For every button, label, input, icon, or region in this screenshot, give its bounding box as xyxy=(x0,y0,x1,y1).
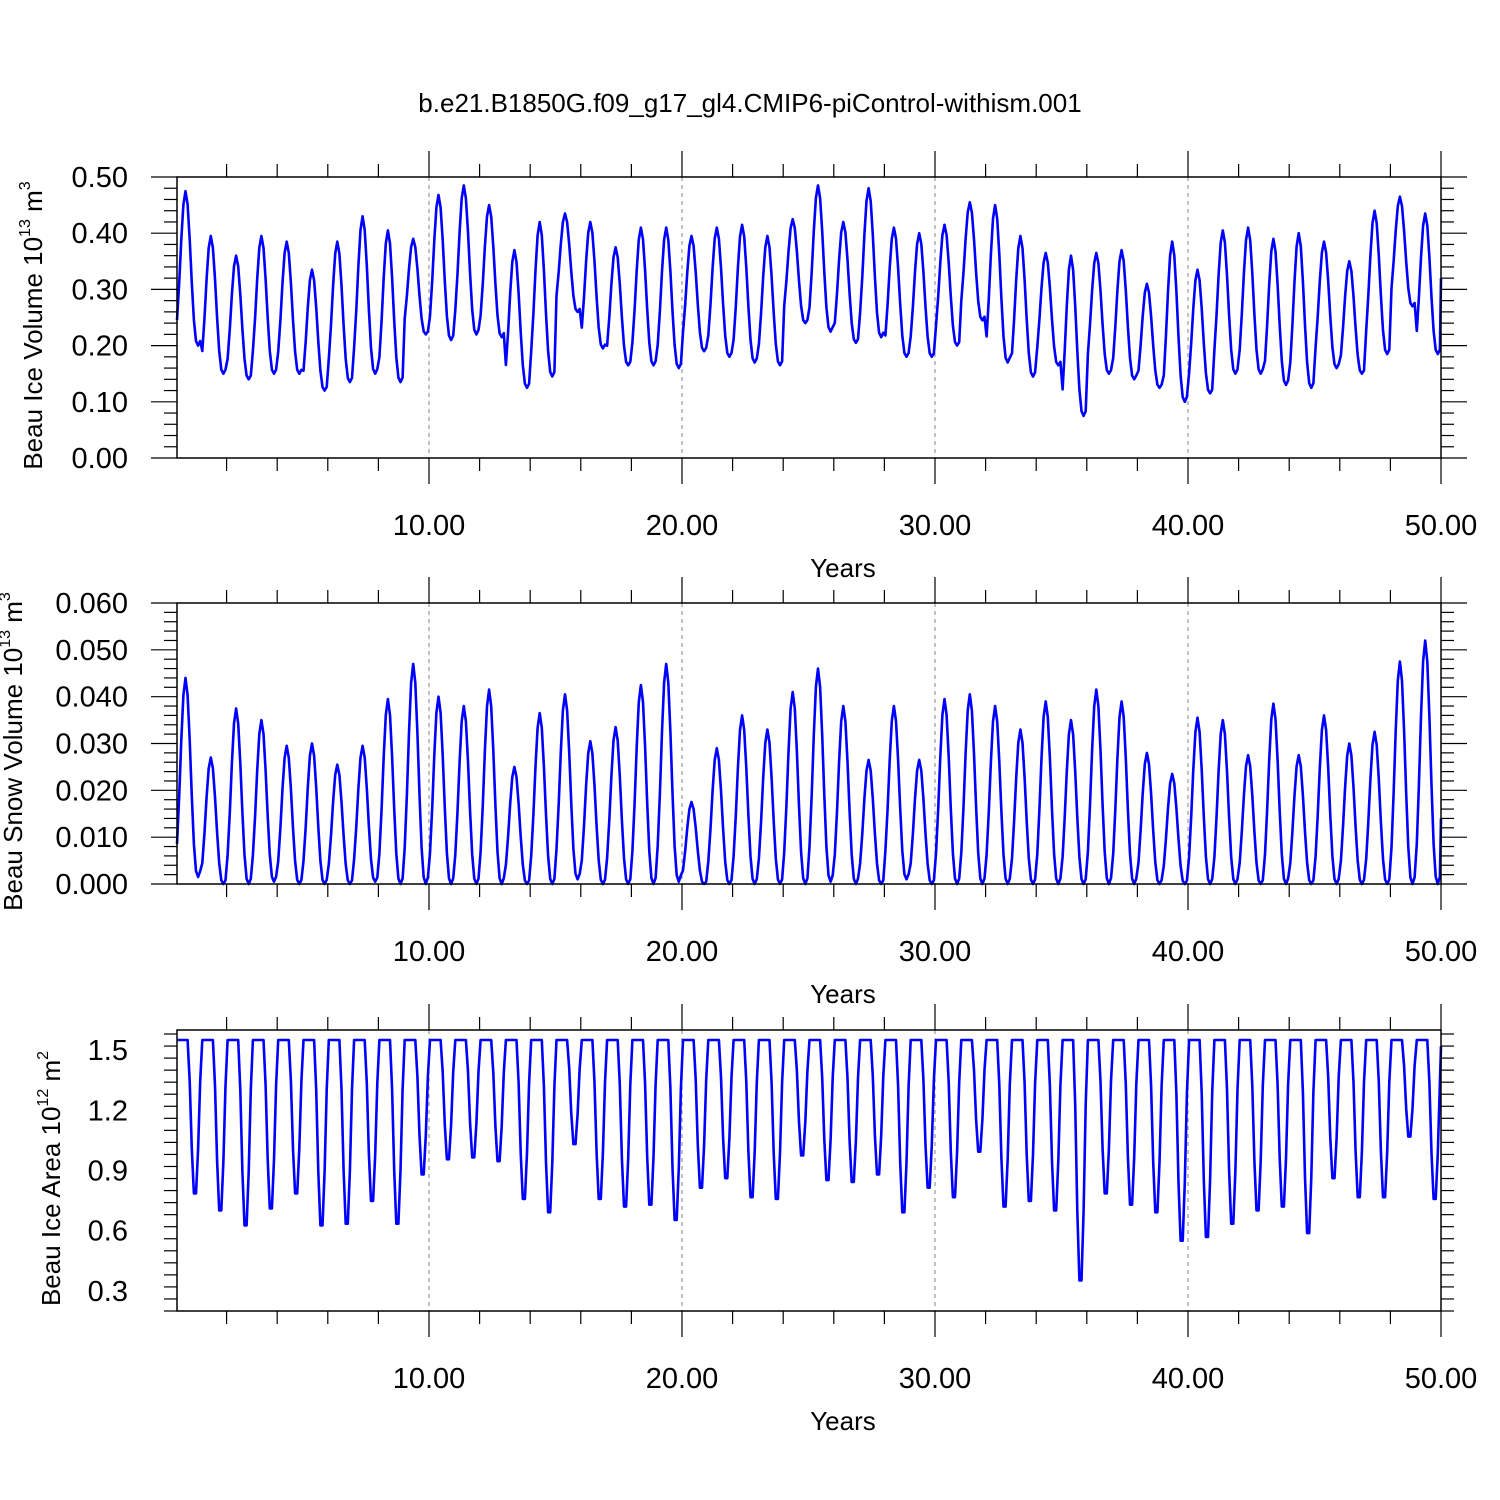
y-tick-label: 0.9 xyxy=(88,1156,128,1188)
x-tick-label: 10.00 xyxy=(393,1363,466,1395)
x-tick-label: 40.00 xyxy=(1152,510,1225,542)
x-tick-label: 50.00 xyxy=(1405,510,1478,542)
series-line xyxy=(177,1038,1443,1282)
y-tick-label: 0.50 xyxy=(72,162,128,194)
y-tick-label: 0.040 xyxy=(55,682,128,714)
x-tick-label: 20.00 xyxy=(646,510,719,542)
plot-frame xyxy=(176,1029,1442,1312)
plot-frame xyxy=(176,176,1442,459)
y-tick-label: 0.030 xyxy=(55,729,128,761)
y-tick-label: 0.20 xyxy=(72,331,128,363)
x-axis-label: Years xyxy=(810,979,876,1009)
y-tick-label: 0.000 xyxy=(55,869,128,901)
y-tick-label: 0.050 xyxy=(55,635,128,667)
x-tick-label: 50.00 xyxy=(1405,936,1478,968)
panel-snow-volume: 10.00 20.00 30.00 40.00 50.00 0.000 0.010 0.020… xyxy=(0,577,1477,1009)
y-axis-label: Beau Snow Volume 1013 m3 xyxy=(0,592,28,911)
y-tick-label: 1.5 xyxy=(88,1035,128,1067)
x-axis-label: Years xyxy=(810,553,876,583)
y-tick-label: 0.30 xyxy=(72,274,128,306)
x-tick-label: 40.00 xyxy=(1152,936,1225,968)
y-tick-label: 0.3 xyxy=(88,1276,128,1308)
panel-ice-area: 10.00 20.00 30.00 40.00 50.00 0.3 0.6 0.9 1.2 1.5… xyxy=(35,1004,1477,1436)
x-axis-label: Years xyxy=(810,1406,876,1436)
y-tick-label: 0.6 xyxy=(88,1216,128,1248)
x-tick-label: 30.00 xyxy=(899,1363,972,1395)
y-tick-label: 0.060 xyxy=(55,588,128,620)
x-tick-label: 50.00 xyxy=(1405,1363,1478,1395)
y-axis-label: Beau Ice Volume 1013 m3 xyxy=(17,181,48,469)
x-tick-label: 30.00 xyxy=(899,510,972,542)
x-tick-label: 10.00 xyxy=(393,510,466,542)
y-tick-label: 0.40 xyxy=(72,218,128,250)
y-tick-label: 0.010 xyxy=(55,822,128,854)
y-axis-label: Beau Ice Area 1012 m2 xyxy=(35,1051,66,1306)
series-line xyxy=(175,184,1443,418)
y-tick-label: 0.00 xyxy=(72,443,128,475)
y-tick-label: 1.2 xyxy=(88,1095,128,1127)
y-tick-label: 0.10 xyxy=(72,387,128,419)
x-tick-label: 20.00 xyxy=(646,1363,719,1395)
x-tick-label: 10.00 xyxy=(393,936,466,968)
x-tick-label: 30.00 xyxy=(899,936,972,968)
series-line xyxy=(175,639,1443,886)
x-tick-label: 20.00 xyxy=(646,936,719,968)
panel-ice-volume: 10.00 20.00 30.00 40.00 50.00 0.00 0.10 0.20 0.3… xyxy=(17,151,1477,583)
y-tick-label: 0.020 xyxy=(55,775,128,807)
figure-title: b.e21.B1850G.f09_g17_gl4.CMIP6-piControl… xyxy=(418,88,1081,118)
x-tick-label: 40.00 xyxy=(1152,1363,1225,1395)
